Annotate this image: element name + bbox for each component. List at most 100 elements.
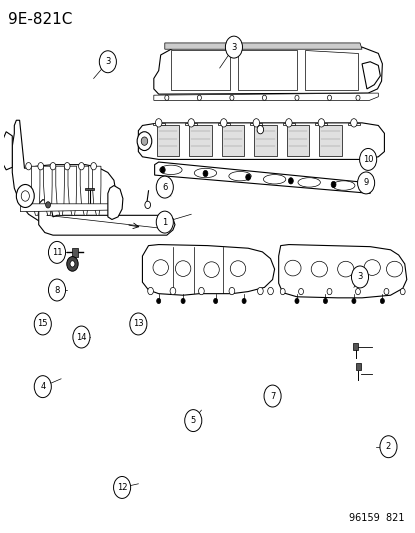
Polygon shape [165, 43, 362, 49]
Polygon shape [20, 204, 110, 212]
Circle shape [38, 163, 44, 170]
Text: 1: 1 [162, 217, 167, 227]
Polygon shape [32, 166, 40, 215]
Polygon shape [39, 200, 175, 235]
Circle shape [225, 36, 242, 58]
Circle shape [331, 181, 336, 188]
Circle shape [156, 176, 173, 198]
Text: 2: 2 [386, 442, 391, 451]
Circle shape [78, 163, 84, 170]
Circle shape [70, 261, 75, 267]
Circle shape [229, 287, 235, 295]
Circle shape [384, 288, 389, 295]
Text: 9: 9 [364, 179, 369, 188]
Circle shape [262, 95, 266, 100]
Circle shape [198, 287, 204, 295]
Ellipse shape [386, 261, 403, 277]
Circle shape [380, 436, 397, 458]
Text: 4: 4 [40, 382, 45, 391]
Polygon shape [142, 245, 275, 295]
Ellipse shape [285, 260, 301, 276]
Polygon shape [356, 362, 361, 370]
Circle shape [165, 95, 169, 100]
Polygon shape [85, 188, 94, 190]
Polygon shape [154, 47, 382, 94]
Circle shape [214, 298, 218, 304]
Circle shape [141, 137, 148, 146]
Circle shape [157, 298, 161, 304]
Circle shape [170, 287, 176, 295]
Polygon shape [108, 185, 123, 220]
Circle shape [352, 298, 356, 304]
Circle shape [67, 256, 78, 271]
Polygon shape [3, 132, 12, 170]
Polygon shape [287, 125, 309, 156]
Polygon shape [171, 50, 230, 91]
Circle shape [381, 298, 384, 304]
Circle shape [137, 132, 152, 150]
Polygon shape [348, 123, 360, 125]
Polygon shape [362, 62, 381, 89]
Circle shape [148, 287, 154, 295]
Circle shape [16, 184, 34, 207]
Circle shape [352, 266, 369, 288]
Polygon shape [155, 162, 370, 193]
Text: 6: 6 [162, 183, 168, 191]
Ellipse shape [204, 262, 219, 278]
Polygon shape [157, 125, 179, 156]
Circle shape [145, 201, 151, 208]
Circle shape [327, 288, 332, 295]
Circle shape [257, 125, 264, 134]
Text: 15: 15 [37, 319, 48, 328]
Circle shape [198, 95, 201, 100]
Text: 8: 8 [54, 286, 60, 295]
Polygon shape [279, 245, 407, 298]
Polygon shape [250, 123, 262, 125]
Polygon shape [254, 125, 277, 156]
Circle shape [358, 172, 375, 194]
Circle shape [26, 163, 32, 170]
Circle shape [318, 119, 325, 127]
Circle shape [46, 201, 51, 208]
Circle shape [21, 191, 29, 201]
Circle shape [64, 163, 70, 170]
Text: 3: 3 [357, 272, 363, 281]
Circle shape [34, 376, 51, 398]
Polygon shape [154, 93, 378, 100]
Polygon shape [353, 343, 359, 350]
Text: 7: 7 [270, 392, 275, 400]
Circle shape [286, 119, 292, 127]
Circle shape [130, 313, 147, 335]
Circle shape [295, 95, 299, 100]
Circle shape [400, 288, 405, 295]
Ellipse shape [194, 168, 217, 177]
Circle shape [185, 410, 202, 432]
Polygon shape [68, 166, 76, 215]
Ellipse shape [298, 177, 320, 187]
Ellipse shape [153, 260, 168, 276]
Text: 3: 3 [105, 57, 110, 66]
Polygon shape [80, 166, 89, 215]
Ellipse shape [338, 261, 354, 277]
Polygon shape [189, 125, 212, 156]
Circle shape [99, 51, 116, 72]
Polygon shape [222, 125, 244, 156]
Circle shape [157, 221, 164, 229]
Polygon shape [218, 123, 230, 125]
Circle shape [288, 177, 293, 184]
Circle shape [34, 313, 51, 335]
Text: 9E-821C: 9E-821C [8, 12, 73, 27]
Polygon shape [283, 123, 295, 125]
Polygon shape [320, 125, 342, 156]
Text: 11: 11 [52, 248, 62, 257]
Circle shape [230, 95, 234, 100]
Ellipse shape [229, 172, 251, 181]
Ellipse shape [160, 165, 182, 175]
Polygon shape [238, 50, 297, 91]
Circle shape [268, 287, 273, 295]
Circle shape [246, 174, 251, 180]
Text: 5: 5 [190, 416, 196, 425]
Circle shape [299, 288, 303, 295]
Circle shape [50, 163, 56, 170]
Circle shape [91, 163, 96, 170]
